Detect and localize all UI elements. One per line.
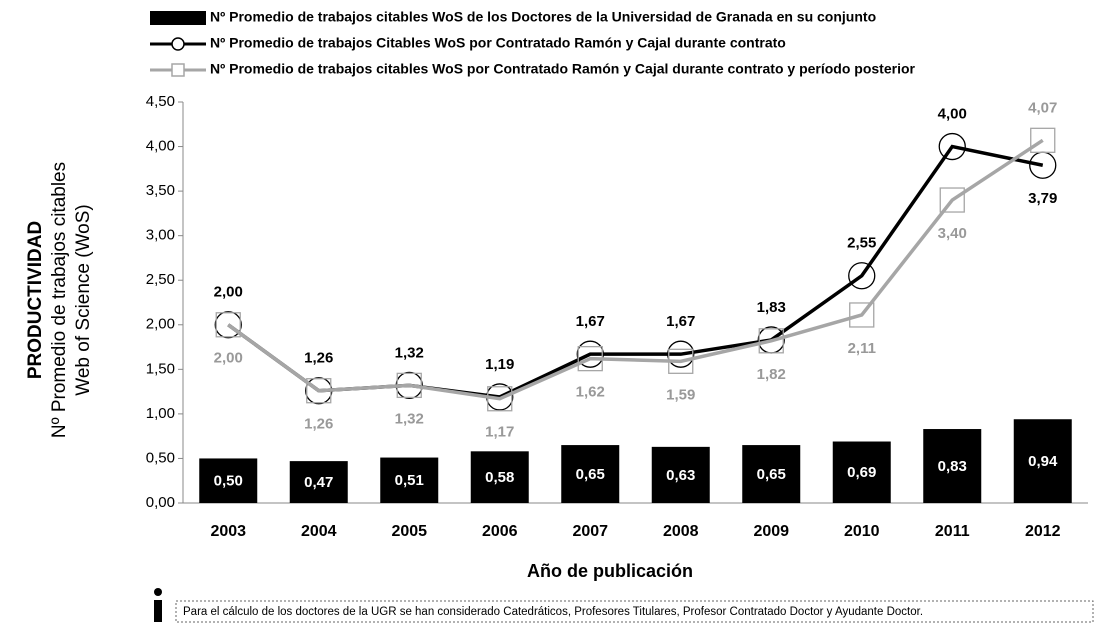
x-axis-title: Año de publicación [527, 561, 693, 581]
x-tick-label: 2011 [935, 523, 970, 540]
y-tick-label: 2,50 [146, 271, 175, 288]
marker [848, 262, 876, 290]
y-axis-title: PRODUCTIVIDAD [25, 221, 46, 379]
note: Para el cálculo de los doctores de la UG… [183, 606, 923, 618]
bar [1013, 419, 1072, 503]
y-axis-title: Nº Promedio de trabajos citables [49, 162, 70, 438]
legend-label: Nº Promedio de trabajos citables WoS de … [210, 9, 876, 25]
marker [849, 302, 875, 328]
y-tick-label: 3,50 [146, 182, 175, 199]
y-tick-label: 1,50 [146, 360, 175, 377]
y-tick-label: 2,00 [146, 316, 175, 333]
data-label: 0,63 [666, 467, 695, 484]
x-tick-label: 2007 [572, 523, 608, 540]
note-box [175, 600, 1094, 623]
data-label: 1,19 [485, 356, 514, 373]
marker [667, 340, 695, 368]
marker [577, 345, 603, 372]
bar [289, 461, 348, 503]
data-label: 4,07 [1028, 99, 1057, 116]
legend-label: Nº Promedio de trabajos Citables WoS por… [210, 35, 786, 51]
marker [215, 312, 241, 338]
data-label: 2,00 [214, 350, 243, 367]
data-label: 1,82 [757, 366, 786, 383]
data-label: 0,65 [757, 466, 786, 483]
data-label: 0,65 [576, 466, 605, 483]
x-tick-label: 2004 [301, 523, 337, 540]
y-tick-label: 4,00 [146, 138, 175, 155]
bar [561, 445, 620, 503]
marker [1030, 127, 1056, 153]
data-label: 3,40 [938, 225, 967, 242]
info-icon [154, 600, 162, 622]
legend-swatch [150, 11, 206, 25]
info-icon [154, 588, 162, 596]
data-label: 0,58 [485, 469, 514, 486]
y-tick-label: 0,00 [146, 494, 175, 511]
x-tick-label: 2010 [844, 523, 880, 540]
data-label: 1,67 [576, 313, 605, 330]
bar [470, 451, 529, 503]
y-tick-label: 3,00 [146, 227, 175, 244]
marker [396, 372, 422, 399]
data-label: 1,17 [485, 424, 514, 441]
data-label: 0,50 [214, 473, 243, 490]
data-label: 2,00 [214, 284, 243, 301]
marker [758, 328, 784, 354]
data-label: 1,26 [304, 416, 333, 433]
marker [306, 378, 332, 404]
x-tick-label: 2012 [1025, 523, 1061, 540]
data-label: 2,11 [848, 340, 876, 357]
marker [576, 340, 604, 368]
legend-marker [171, 63, 185, 77]
marker [487, 386, 513, 412]
data-label: 0,69 [847, 464, 876, 481]
y-axis-title: Web of Science (WoS) [73, 204, 94, 395]
y-tick-label: 0,50 [146, 449, 175, 466]
data-label: 1,67 [666, 313, 695, 330]
bar [832, 441, 891, 503]
bar [742, 445, 801, 503]
data-label: 4,00 [938, 106, 967, 123]
data-label: 1,59 [666, 386, 695, 403]
legend-label: Nº Promedio de trabajos citables WoS por… [210, 61, 916, 77]
x-tick-label: 2005 [391, 523, 427, 540]
bar [651, 446, 710, 503]
marker [938, 132, 966, 161]
data-label: 3,79 [1028, 190, 1057, 207]
marker [214, 311, 242, 339]
x-tick-label: 2003 [210, 523, 246, 540]
x-tick-label: 2008 [663, 523, 699, 540]
bar [199, 458, 258, 503]
data-label: 0,83 [938, 458, 967, 475]
data-label: 1,26 [304, 350, 333, 367]
line [227, 138, 1044, 401]
bar [380, 457, 439, 503]
data-label: 0,47 [304, 474, 333, 491]
data-label: 2,55 [847, 235, 876, 252]
x-tick-label: 2009 [753, 523, 789, 540]
data-label: 1,83 [757, 299, 786, 316]
y-tick-label: 4,50 [146, 93, 175, 110]
legend-marker [171, 37, 185, 51]
x-tick-label: 2006 [482, 523, 518, 540]
marker [939, 187, 965, 213]
data-label: 0,51 [395, 472, 424, 489]
bar [923, 429, 982, 503]
data-label: 1,62 [576, 384, 605, 401]
data-label: 1,32 [395, 344, 424, 361]
data-label: 1,32 [395, 410, 424, 427]
y-tick-label: 1,00 [146, 405, 175, 422]
marker [668, 348, 694, 374]
data-label: 0,94 [1028, 453, 1058, 470]
